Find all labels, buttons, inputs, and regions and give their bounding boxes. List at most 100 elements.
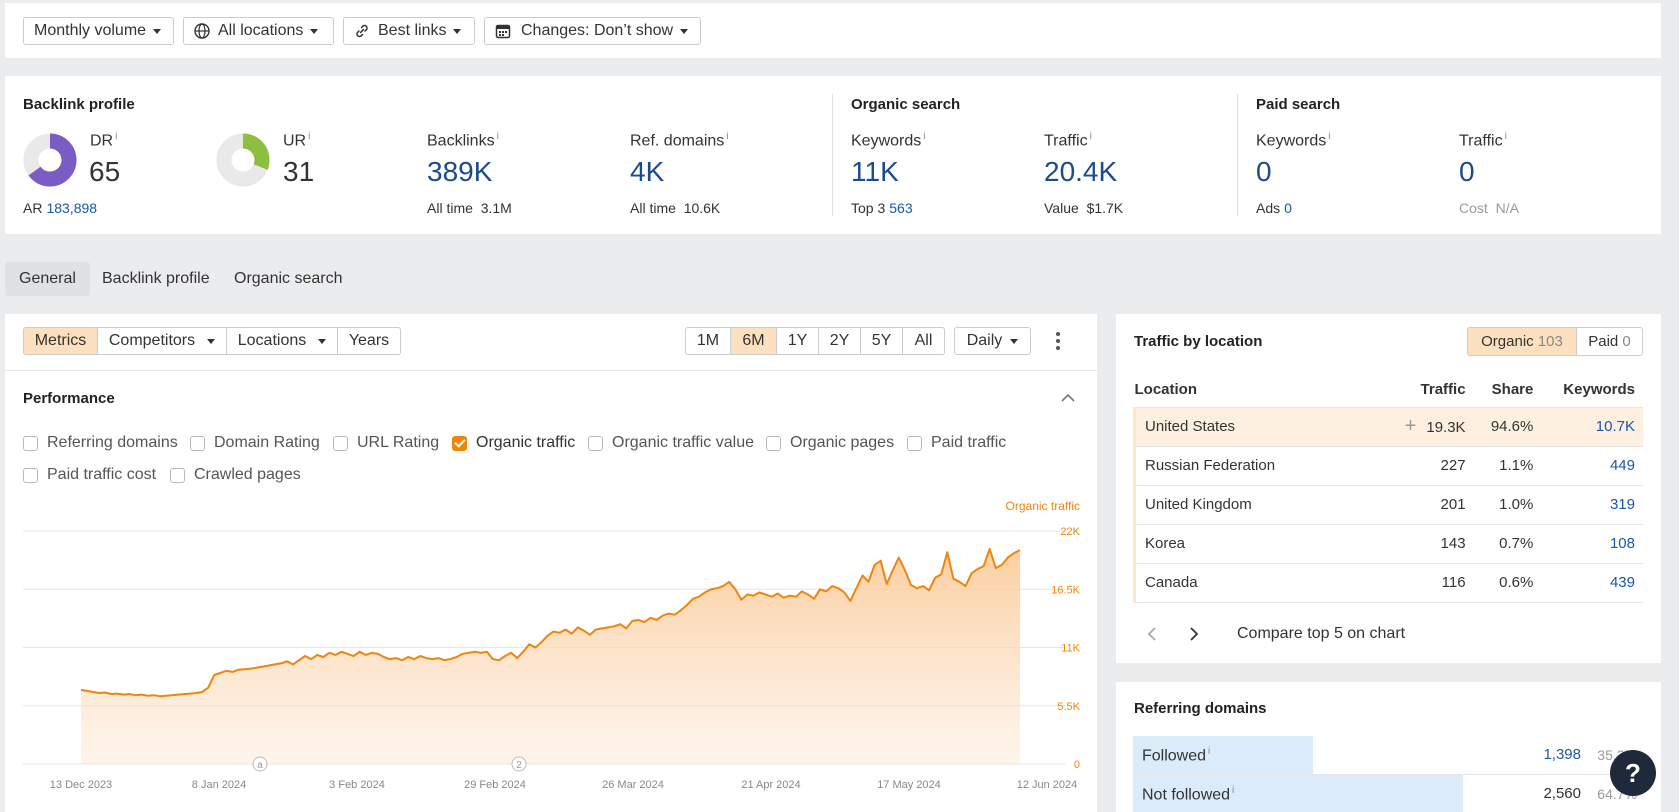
competitors-button[interactable]: Competitors <box>97 327 227 355</box>
ar-value[interactable]: 183,898 <box>46 200 98 216</box>
tab-organic-search[interactable]: Organic search <box>234 270 343 287</box>
toggle-organic[interactable]: Organic 103 <box>1468 328 1577 355</box>
checkbox-referring-domains[interactable]: Referring domains <box>23 434 178 452</box>
info-icon: i <box>923 131 926 142</box>
interval-select[interactable]: Daily <box>954 327 1031 355</box>
info-icon: i <box>726 131 729 142</box>
ur-value: 31 <box>283 156 315 187</box>
ads-value[interactable]: 0 <box>1284 200 1292 216</box>
locations-filter[interactable]: All locations <box>183 17 334 45</box>
range-1y[interactable]: 1Y <box>776 327 819 355</box>
checkbox-organic-pages[interactable]: Organic pages <box>766 434 894 452</box>
info-icon: i <box>496 131 499 142</box>
ur-label: UR i <box>283 131 311 150</box>
section-divider <box>1237 94 1238 216</box>
organic-keywords-value[interactable]: 11K <box>851 156 899 187</box>
checkbox-box <box>190 435 205 451</box>
checkbox-domain-rating[interactable]: Domain Rating <box>190 434 320 452</box>
not-followed-value[interactable]: 2,560 <box>1543 785 1581 802</box>
paid-keywords-value[interactable]: 0 <box>1256 156 1272 187</box>
checkbox-organic-traffic[interactable]: Organic traffic <box>452 434 575 452</box>
range-all[interactable]: All <box>902 327 945 355</box>
dr-donut-chart <box>23 133 77 187</box>
location-keywords[interactable]: 10.7K <box>1541 406 1643 446</box>
location-keywords[interactable]: 449 <box>1541 445 1643 485</box>
toolbar-divider <box>5 370 1097 371</box>
checkbox-crawled-pages[interactable]: Crawled pages <box>170 466 301 484</box>
tab-backlink-profile[interactable]: Backlink profile <box>102 270 210 287</box>
range-5y[interactable]: 5Y <box>860 327 903 355</box>
tab-general[interactable]: General <box>5 262 90 296</box>
annotation-marker: 2 <box>511 756 527 772</box>
changes-filter[interactable]: Changes: Don’t show <box>484 17 701 45</box>
next-page-icon[interactable] <box>1189 627 1199 641</box>
location-traffic: 143 <box>1384 523 1474 563</box>
range-1m[interactable]: 1M <box>685 327 731 355</box>
column-location[interactable]: Location <box>1134 381 1198 399</box>
toggle-paid[interactable]: Paid 0 <box>1588 333 1631 350</box>
table-row[interactable]: Russian Federation 227 1.1% 449 <box>1133 445 1643 485</box>
checkbox-organic-traffic-value[interactable]: Organic traffic value <box>588 434 754 452</box>
organic-traffic-label: Traffic i <box>1044 131 1092 150</box>
location-keywords[interactable]: 108 <box>1541 523 1643 563</box>
volume-filter[interactable]: Monthly volume <box>23 17 174 45</box>
ref-domains-label: Ref. domains i <box>630 131 729 150</box>
traffic-area <box>81 549 1020 764</box>
table-row[interactable]: Korea 143 0.7% 108 <box>1133 523 1643 563</box>
more-options-icon[interactable] <box>1053 331 1063 351</box>
metrics-button[interactable]: Metrics <box>23 327 98 355</box>
location-keywords[interactable]: 439 <box>1541 562 1643 603</box>
checkbox-paid-traffic-cost[interactable]: Paid traffic cost <box>23 466 156 484</box>
links-filter[interactable]: Best links <box>343 17 475 45</box>
checkbox-box <box>588 435 603 451</box>
ref-domains-value[interactable]: 4K <box>630 156 665 187</box>
table-row[interactable]: Canada 116 0.6% 439 <box>1133 562 1643 603</box>
organic-traffic-value[interactable]: 20.4K <box>1044 156 1118 187</box>
paid-cost: Cost N/A <box>1459 200 1519 216</box>
prev-page-icon[interactable] <box>1147 627 1157 641</box>
traffic-by-location-title: Traffic by location <box>1134 333 1263 350</box>
chevron-up-icon[interactable] <box>1061 393 1075 403</box>
info-icon: i <box>1328 131 1331 142</box>
followed-value[interactable]: 1,398 <box>1543 746 1581 763</box>
column-keywords[interactable]: Keywords <box>1563 381 1635 399</box>
column-traffic[interactable]: Traffic <box>1420 381 1466 399</box>
range-2y[interactable]: 2Y <box>818 327 861 355</box>
location-traffic: +19.3K <box>1384 406 1474 446</box>
help-button[interactable]: ? <box>1610 750 1656 796</box>
location-traffic: 227 <box>1384 445 1474 485</box>
changes-filter-label: Changes: Don’t show <box>521 22 674 39</box>
chevron-down-icon <box>153 28 162 34</box>
checkbox-paid-traffic[interactable]: Paid traffic <box>907 434 1006 452</box>
ar-row: AR 183,898 <box>23 200 98 216</box>
info-icon: i <box>1208 746 1211 757</box>
location-name: Korea <box>1133 523 1385 563</box>
not-followed-row[interactable]: Not followed i 2,560 64.7% <box>1133 775 1643 812</box>
paid-keywords-label: Keywords i <box>1256 131 1331 150</box>
top3-value[interactable]: 563 <box>889 200 913 216</box>
backlinks-value[interactable]: 389K <box>427 156 493 187</box>
y-tick-label: 11K <box>1061 643 1080 655</box>
table-row[interactable]: United Kingdom 201 1.0% 319 <box>1133 484 1643 524</box>
location-share: 0.7% <box>1473 523 1542 563</box>
organic-traffic-chart[interactable]: 22K 16.5K 11K 5.5K 0 Organic traffic 13 Dec 20… <box>5 500 1097 800</box>
info-icon: i <box>115 131 118 142</box>
chevron-down-icon <box>453 28 462 34</box>
years-button[interactable]: Years <box>337 327 401 355</box>
range-6m[interactable]: 6M <box>730 327 777 355</box>
x-tick-label: 3 Feb 2024 <box>329 779 385 791</box>
locations-filter-label: All locations <box>218 22 304 39</box>
backlinks-label: Backlinks i <box>427 131 499 150</box>
compare-top5-link[interactable]: Compare top 5 on chart <box>1237 625 1406 642</box>
followed-label: Followed i <box>1142 746 1211 765</box>
checkbox-url-rating[interactable]: URL Rating <box>333 434 439 452</box>
locations-button[interactable]: Locations <box>226 327 338 355</box>
table-row[interactable]: United States +19.3K 94.6% 10.7K <box>1133 406 1643 446</box>
calendar-icon <box>495 24 511 39</box>
traffic-line <box>80 548 1021 698</box>
column-share[interactable]: Share <box>1491 381 1534 399</box>
paid-traffic-value[interactable]: 0 <box>1459 156 1475 187</box>
plus-icon[interactable]: + <box>1404 415 1417 437</box>
location-keywords[interactable]: 319 <box>1541 484 1643 524</box>
